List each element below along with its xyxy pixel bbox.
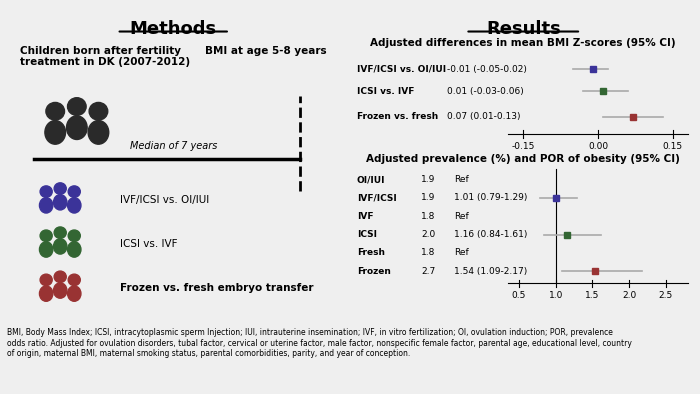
- Circle shape: [54, 271, 66, 282]
- Text: Ref: Ref: [454, 212, 468, 221]
- Circle shape: [40, 274, 52, 286]
- Text: Adjusted differences in mean BMI Z-scores (95% CI): Adjusted differences in mean BMI Z-score…: [370, 38, 676, 48]
- Circle shape: [40, 186, 52, 197]
- Text: IVF/ICSI: IVF/ICSI: [357, 193, 397, 203]
- Ellipse shape: [53, 195, 67, 210]
- Text: 1.8: 1.8: [421, 212, 436, 221]
- Text: Fresh: Fresh: [357, 248, 385, 257]
- Text: -0.15: -0.15: [511, 142, 535, 151]
- Ellipse shape: [53, 239, 67, 254]
- Ellipse shape: [88, 121, 108, 144]
- Circle shape: [67, 98, 86, 115]
- Text: Frozen vs. fresh: Frozen vs. fresh: [357, 112, 438, 121]
- Text: BMI, Body Mass Index; ICSI, intracytoplasmic sperm Injection; IUI, intrauterine : BMI, Body Mass Index; ICSI, intracytopla…: [7, 328, 632, 358]
- Text: IVF/ICSI vs. OI/IUI: IVF/ICSI vs. OI/IUI: [357, 65, 446, 74]
- Circle shape: [40, 230, 52, 242]
- Text: Median of 7 years: Median of 7 years: [130, 141, 217, 151]
- Text: Methods: Methods: [130, 20, 217, 39]
- Text: 0.07 (0.01-0.13): 0.07 (0.01-0.13): [447, 112, 520, 121]
- Ellipse shape: [67, 242, 81, 257]
- Text: ICSI vs. IVF: ICSI vs. IVF: [357, 87, 414, 96]
- Text: 1.5: 1.5: [585, 291, 600, 300]
- Text: 2.7: 2.7: [421, 267, 435, 275]
- Text: 1.9: 1.9: [421, 193, 436, 203]
- Circle shape: [54, 183, 66, 194]
- Circle shape: [68, 230, 80, 242]
- Circle shape: [68, 274, 80, 286]
- Text: ICSI: ICSI: [357, 230, 377, 239]
- Text: Ref: Ref: [454, 248, 468, 257]
- Ellipse shape: [67, 286, 81, 301]
- Ellipse shape: [53, 283, 67, 298]
- Text: 2.0: 2.0: [622, 291, 636, 300]
- Text: 2.0: 2.0: [421, 230, 435, 239]
- Text: 1.8: 1.8: [421, 248, 436, 257]
- Text: OI/IUI: OI/IUI: [357, 175, 386, 184]
- Text: 2.5: 2.5: [659, 291, 673, 300]
- Text: 1.0: 1.0: [549, 291, 563, 300]
- Ellipse shape: [67, 198, 81, 213]
- Text: 1.16 (0.84-1.61): 1.16 (0.84-1.61): [454, 230, 527, 239]
- Text: 1.54 (1.09-2.17): 1.54 (1.09-2.17): [454, 267, 527, 275]
- Text: Adjusted prevalence (%) and POR of obesity (95% CI): Adjusted prevalence (%) and POR of obesi…: [366, 154, 680, 164]
- Ellipse shape: [39, 242, 53, 257]
- Text: ICSI vs. IVF: ICSI vs. IVF: [120, 239, 178, 249]
- Text: 1.01 (0.79-1.29): 1.01 (0.79-1.29): [454, 193, 527, 203]
- Text: 1.9: 1.9: [421, 175, 436, 184]
- Text: 0.01 (-0.03-0.06): 0.01 (-0.03-0.06): [447, 87, 524, 96]
- Text: Frozen: Frozen: [357, 267, 391, 275]
- Circle shape: [68, 186, 80, 197]
- Text: 0.00: 0.00: [588, 142, 608, 151]
- Circle shape: [54, 227, 66, 238]
- Ellipse shape: [39, 286, 53, 301]
- Text: Ref: Ref: [454, 175, 468, 184]
- Text: 0.15: 0.15: [663, 142, 683, 151]
- Circle shape: [46, 102, 64, 120]
- Ellipse shape: [45, 121, 66, 144]
- Text: Children born after fertility
treatment in DK (2007-2012): Children born after fertility treatment …: [20, 46, 190, 67]
- Text: Results: Results: [486, 20, 561, 39]
- Text: IVF/ICSI vs. OI/IUI: IVF/ICSI vs. OI/IUI: [120, 195, 209, 205]
- Text: IVF: IVF: [357, 212, 373, 221]
- Text: 0.5: 0.5: [512, 291, 526, 300]
- Circle shape: [89, 102, 108, 120]
- Text: Frozen vs. fresh embryo transfer: Frozen vs. fresh embryo transfer: [120, 283, 314, 294]
- Ellipse shape: [39, 198, 53, 213]
- Text: BMI at age 5-8 years: BMI at age 5-8 years: [204, 46, 326, 56]
- Text: -0.01 (-0.05-0.02): -0.01 (-0.05-0.02): [447, 65, 526, 74]
- Ellipse shape: [66, 116, 87, 139]
